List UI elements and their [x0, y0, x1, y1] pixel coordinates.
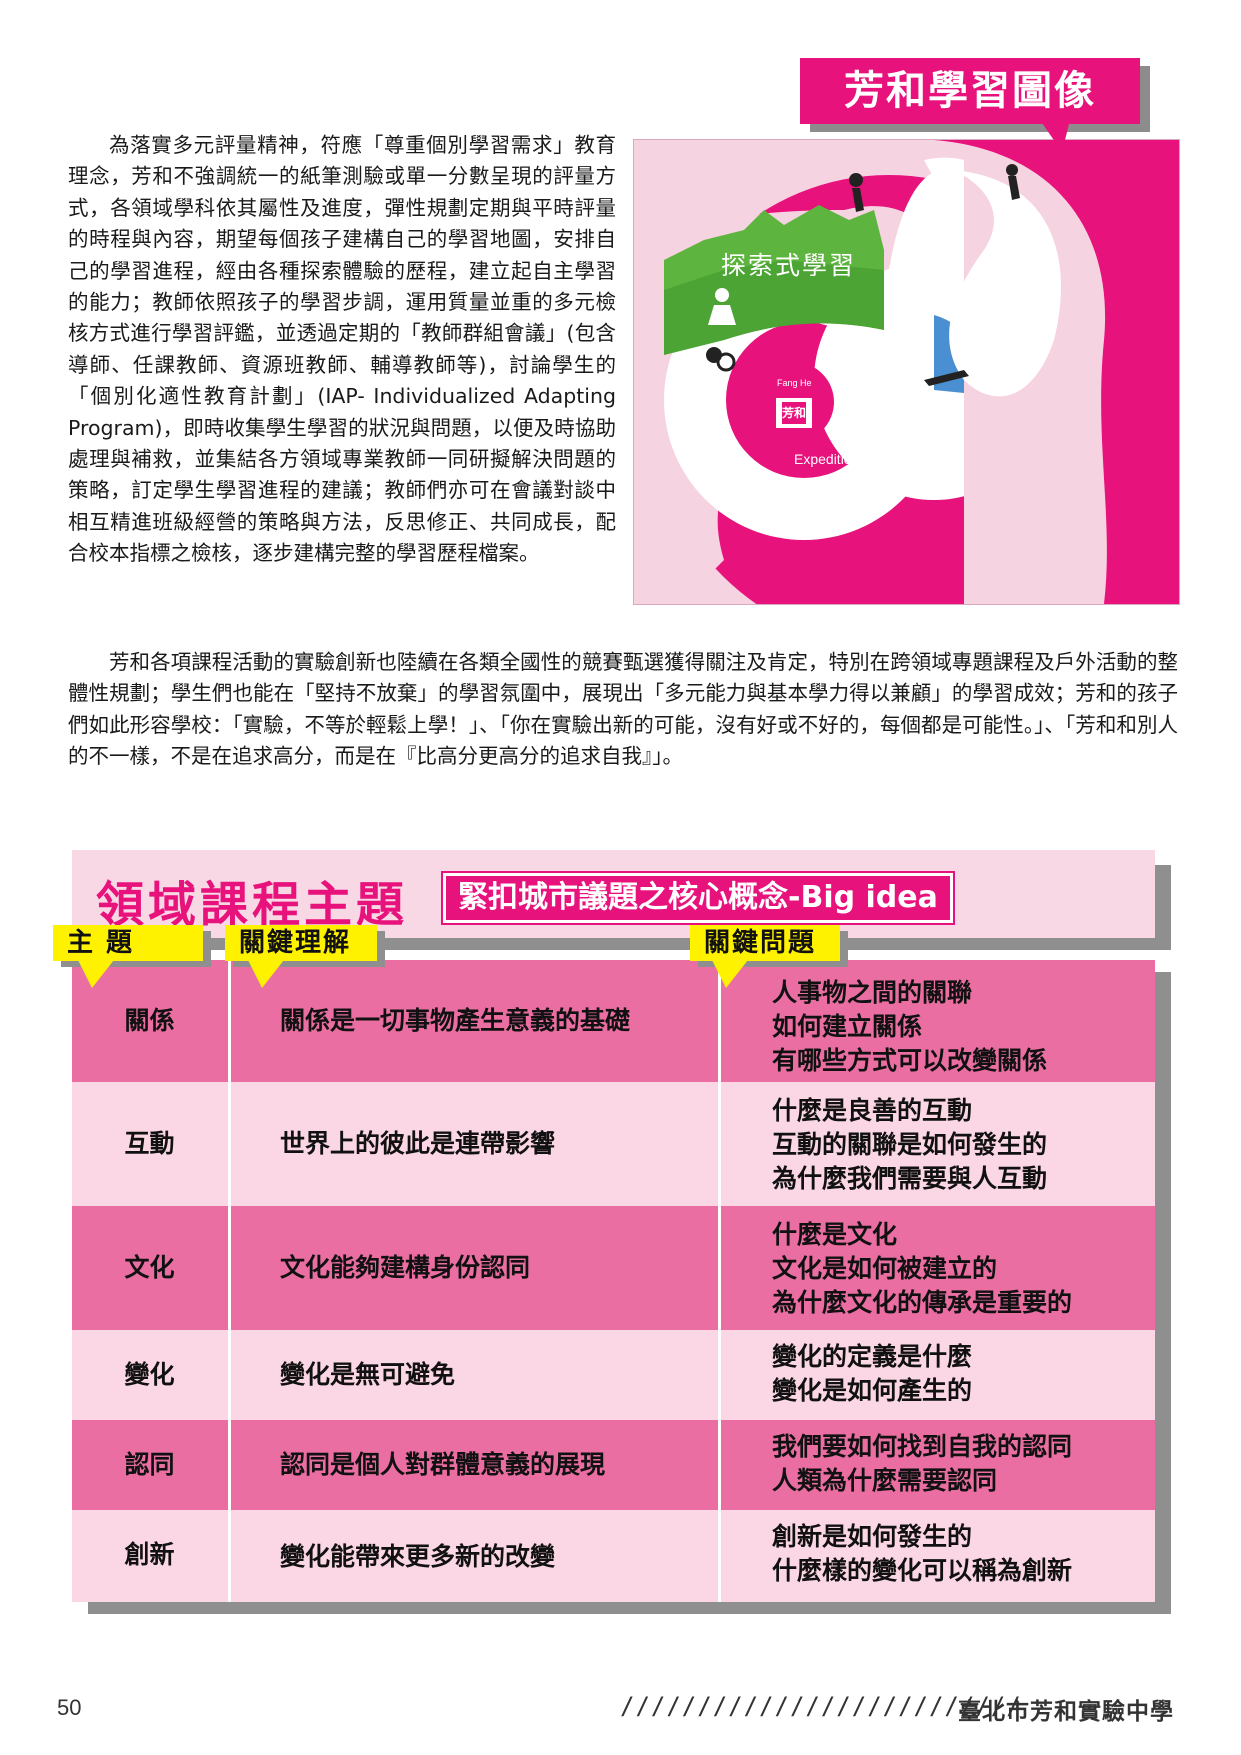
- explore-learning-label: 探索式學習: [721, 251, 857, 280]
- understanding-cell: 關係是一切事物產生意義的基礎: [280, 1006, 631, 1035]
- table-row: 認同 認同是個人對群體意義的展現 我們要如何找到自我的認同 人類為什麼需要認同: [72, 1420, 1155, 1510]
- theme-cell: 互動: [124, 1129, 175, 1158]
- question-line: 我們要如何找到自我的認同: [772, 1432, 1073, 1461]
- question-line: 什麼樣的變化可以稱為創新: [772, 1556, 1073, 1585]
- question-line: 互動的關聯是如何發生的: [772, 1130, 1048, 1159]
- question-line: 創新是如何發生的: [772, 1522, 973, 1551]
- question-line: 文化是如何被建立的: [772, 1254, 998, 1283]
- table-row: 變化 變化是無可避免 變化的定義是什麼 變化是如何產生的: [72, 1330, 1155, 1420]
- footer-decoration: //////////////////////////: [620, 1692, 1022, 1720]
- questions-cell: 創新是如何發生的 什麼樣的變化可以稱為創新: [772, 1520, 1152, 1588]
- questions-cell: 什麼是良善的互動 互動的關聯是如何發生的 為什麼我們需要與人互動: [772, 1094, 1152, 1196]
- question-line: 人事物之間的關聯: [772, 978, 973, 1007]
- theme-cell: 創新: [124, 1540, 175, 1569]
- logo-caption: Fang He: [777, 378, 812, 388]
- school-name: 臺北市芳和實驗中學: [958, 1699, 1174, 1725]
- question-line: 什麼是文化: [772, 1220, 898, 1249]
- question-line: 什麼是良善的互動: [772, 1096, 973, 1125]
- expeditionary-learning-label: Expeditionary Learning: [794, 451, 938, 467]
- table-row: 互動 世界上的彼此是連帶影響 什麼是良善的互動 互動的關聯是如何發生的 為什麼我…: [72, 1082, 1155, 1206]
- questions-cell: 變化的定義是什麼 變化是如何產生的: [772, 1340, 1152, 1408]
- header-understanding: 關鍵理解: [225, 925, 377, 961]
- section-title: 領域課程主題: [96, 877, 409, 933]
- header-understanding-tail: [248, 960, 284, 988]
- understanding-cell: 變化是無可避免: [280, 1360, 456, 1389]
- column-divider: [228, 960, 231, 1602]
- question-line: 為什麼文化的傳承是重要的: [772, 1288, 1073, 1317]
- header-theme: 主 題: [53, 925, 203, 961]
- theme-cell: 關係: [124, 1006, 175, 1035]
- header-theme-tail: [78, 960, 114, 988]
- understanding-cell: 變化能帶來更多新的改變: [280, 1542, 556, 1571]
- question-line: 變化是如何產生的: [772, 1376, 973, 1405]
- table-row: 文化 文化能夠建構身份認同 什麼是文化 文化是如何被建立的 為什麼文化的傳承是重…: [72, 1206, 1155, 1330]
- understanding-cell: 世界上的彼此是連帶影響: [280, 1129, 556, 1158]
- question-line: 變化的定義是什麼: [772, 1342, 973, 1371]
- question-line: 如何建立關係: [772, 1012, 923, 1041]
- questions-cell: 我們要如何找到自我的認同 人類為什麼需要認同: [772, 1430, 1152, 1498]
- question-line: 為什麼我們需要與人互動: [772, 1164, 1048, 1193]
- course-theme-table: 關係 關係是一切事物產生意義的基礎 人事物之間的關聯 如何建立關係 有哪些方式可…: [72, 960, 1155, 1602]
- theme-cell: 認同: [124, 1450, 175, 1479]
- header-questions-tail: [712, 960, 748, 988]
- section-subtitle: 緊扣城市議題之核心概念-Big idea: [441, 871, 955, 925]
- learning-image-figure: 探索式學習 Expeditionary Learning Fang He 芳和: [633, 139, 1180, 605]
- theme-cell: 文化: [124, 1253, 175, 1282]
- figure-title: 芳和學習圖像: [800, 58, 1140, 124]
- header-questions: 關鍵問題: [690, 925, 840, 961]
- understanding-cell: 文化能夠建構身份認同: [280, 1253, 531, 1282]
- questions-cell: 人事物之間的關聯 如何建立關係 有哪些方式可以改變關係: [772, 976, 1152, 1078]
- question-line: 人類為什麼需要認同: [772, 1466, 998, 1495]
- understanding-cell: 認同是個人對群體意義的展現: [280, 1450, 606, 1479]
- theme-cell: 變化: [124, 1360, 175, 1389]
- column-divider: [718, 960, 721, 1602]
- question-line: 有哪些方式可以改變關係: [772, 1046, 1048, 1075]
- page-number: 50: [57, 1695, 82, 1720]
- intro-paragraph: 為落實多元評量精神，符應「尊重個別學習需求」教育理念，芳和不強調統一的紙筆測驗或…: [68, 133, 616, 566]
- logo-text: 芳和: [782, 406, 807, 420]
- questions-cell: 什麼是文化 文化是如何被建立的 為什麼文化的傳承是重要的: [772, 1218, 1152, 1320]
- table-row: 關係 關係是一切事物產生意義的基礎 人事物之間的關聯 如何建立關係 有哪些方式可…: [72, 960, 1155, 1082]
- figure-title-tail: [1040, 120, 1070, 152]
- second-paragraph: 芳和各項課程活動的實驗創新也陸續在各類全國性的競賽甄選獲得關注及肯定，特別在跨領…: [68, 650, 1178, 769]
- table-row: 創新 變化能帶來更多新的改變 創新是如何發生的 什麼樣的變化可以稱為創新: [72, 1510, 1155, 1602]
